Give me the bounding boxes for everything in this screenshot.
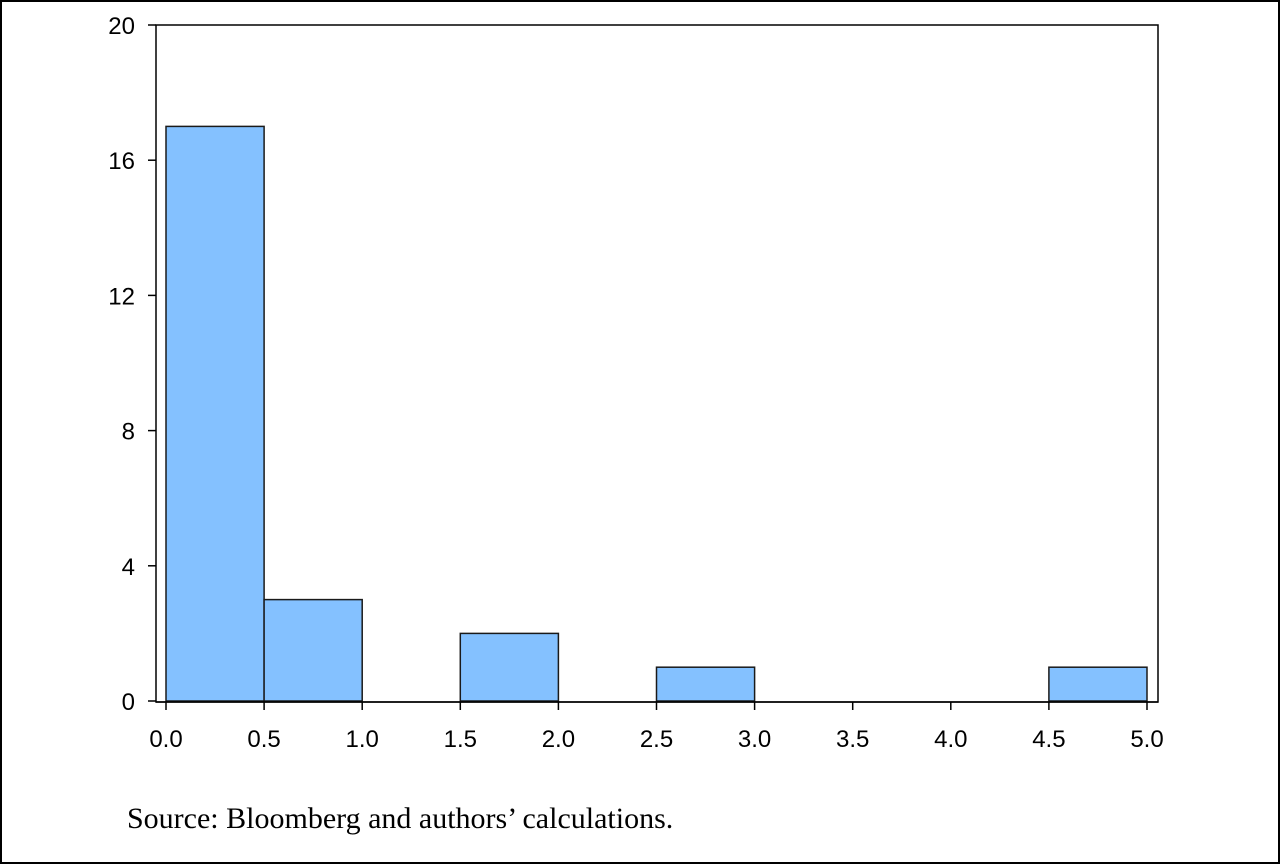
x-tick-label-10: 5.0 bbox=[1130, 726, 1163, 753]
plot-area bbox=[155, 24, 1159, 703]
bar-3 bbox=[459, 632, 560, 702]
x-tick-label-7: 3.5 bbox=[836, 726, 869, 753]
x-tick-label-1: 0.5 bbox=[247, 726, 280, 753]
bar-1 bbox=[263, 598, 363, 702]
x-tick-label-4: 2.0 bbox=[542, 726, 575, 753]
x-tick-label-5: 2.5 bbox=[640, 726, 673, 753]
x-tick-label-3: 1.5 bbox=[444, 726, 477, 753]
y-tick-label-4: 16 bbox=[108, 148, 135, 175]
x-tick-label-6: 3.0 bbox=[738, 726, 771, 753]
bar-5 bbox=[655, 666, 756, 702]
y-tick-label-5: 20 bbox=[108, 13, 135, 40]
histogram-chart: 0.0 0.5 1.0 1.5 2.0 2.5 3.0 3.5 4.0 4.5 5.0 0 4 8 12 1… bbox=[108, 13, 1164, 753]
y-tick-label-2: 8 bbox=[122, 419, 135, 446]
x-tick-label-2: 1.0 bbox=[346, 726, 379, 753]
bars-group bbox=[165, 125, 1148, 702]
x-tick-label-9: 4.5 bbox=[1032, 726, 1065, 753]
y-tick-label-0: 0 bbox=[122, 689, 135, 716]
x-axis: 0.0 0.5 1.0 1.5 2.0 2.5 3.0 3.5 4.0 4.5 5.0 bbox=[149, 701, 1164, 753]
y-axis: 0 4 8 12 16 20 bbox=[108, 13, 156, 716]
y-tick-label-3: 12 bbox=[108, 283, 135, 310]
y-tick-label-1: 4 bbox=[122, 554, 135, 581]
bar-9 bbox=[1048, 666, 1148, 702]
source-note: Source: Bloomberg and authors’ calculati… bbox=[127, 802, 674, 835]
x-tick-label-8: 4.0 bbox=[934, 726, 967, 753]
bar-0 bbox=[165, 125, 265, 702]
x-tick-label-0: 0.0 bbox=[149, 726, 182, 753]
